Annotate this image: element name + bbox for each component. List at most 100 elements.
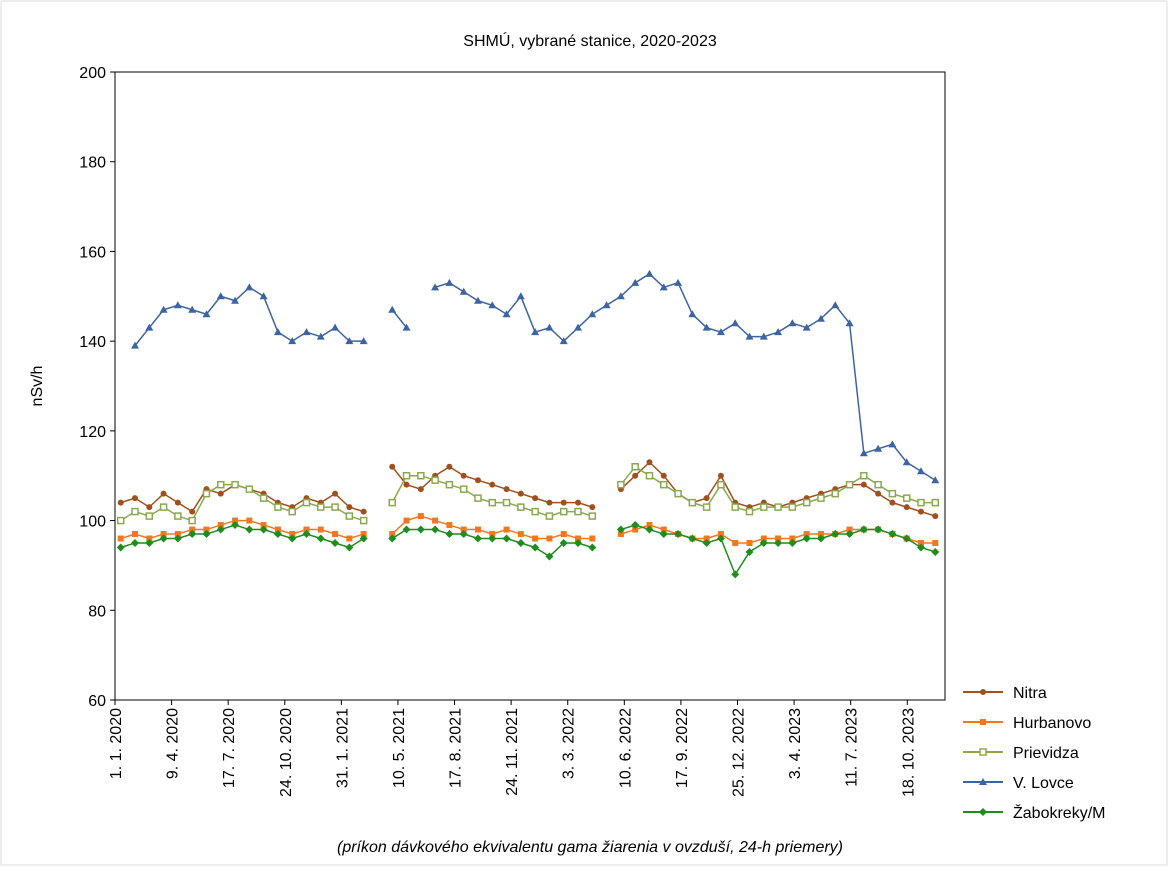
marker [703, 535, 710, 542]
marker [760, 503, 768, 511]
x-tick-label: 24. 11. 2021 [504, 708, 521, 796]
marker [546, 499, 553, 506]
marker [845, 319, 854, 327]
marker [560, 499, 567, 506]
marker [846, 526, 853, 533]
legend-label: Hurbanovo [1013, 715, 1091, 732]
marker [560, 531, 567, 538]
marker [559, 507, 568, 516]
marker [575, 535, 582, 542]
marker [159, 534, 168, 543]
marker [259, 292, 268, 300]
marker [173, 534, 182, 543]
marker [532, 495, 539, 502]
x-tick-label: 24. 10. 2020 [278, 708, 295, 797]
marker [802, 323, 811, 331]
x-axis-label: (príkon dávkového ekvivalentu gama žiare… [337, 839, 843, 856]
marker [931, 476, 940, 484]
legend-label: V. Lovce [1013, 775, 1074, 792]
marker [331, 539, 340, 547]
marker [503, 526, 510, 533]
y-tick-label: 140 [79, 334, 106, 351]
x-tick-label: 1. 1. 2020 [108, 708, 125, 779]
marker [245, 525, 254, 534]
marker [446, 463, 453, 470]
marker [916, 467, 925, 475]
marker [403, 517, 410, 524]
marker [631, 521, 640, 530]
x-tick-label: 31. 1. 2021 [334, 708, 351, 788]
marker [546, 535, 553, 542]
marker [775, 535, 782, 542]
marker [288, 534, 297, 543]
marker [132, 531, 139, 538]
marker [345, 337, 354, 345]
y-tick-label: 80 [88, 603, 106, 620]
marker [589, 535, 596, 542]
marker [660, 480, 668, 489]
marker [717, 480, 725, 489]
marker [160, 490, 167, 497]
marker [145, 512, 154, 520]
marker [359, 516, 368, 525]
marker [631, 462, 639, 471]
marker [588, 512, 597, 520]
marker [259, 494, 268, 502]
marker [359, 534, 368, 543]
marker [217, 522, 224, 529]
marker [516, 292, 525, 300]
chart-title: SHMÚ, vybrané stanice, 2020-2023 [463, 31, 717, 50]
marker [531, 507, 539, 516]
marker [574, 507, 582, 516]
marker [716, 534, 725, 543]
marker [289, 531, 296, 538]
marker [116, 516, 125, 525]
marker [917, 508, 924, 515]
x-tick-label: 3. 3. 2022 [561, 708, 578, 779]
marker [575, 499, 582, 506]
marker [674, 278, 683, 286]
x-tick-label: 10. 6. 2022 [617, 708, 634, 788]
marker [802, 498, 811, 507]
marker [402, 471, 411, 480]
marker [203, 526, 210, 533]
marker [459, 485, 468, 493]
x-tick-label: 25. 12. 2022 [731, 708, 748, 797]
marker [916, 543, 925, 552]
marker [489, 531, 496, 538]
marker [174, 512, 182, 520]
x-tick-label: 18. 10. 2023 [900, 708, 917, 797]
marker [431, 525, 440, 534]
marker [979, 808, 987, 816]
marker [174, 531, 181, 538]
marker [316, 332, 325, 340]
marker [388, 534, 397, 543]
marker [903, 504, 910, 511]
marker [645, 269, 654, 277]
marker [980, 689, 986, 695]
marker [273, 530, 282, 539]
marker [232, 517, 239, 524]
marker [473, 534, 482, 543]
marker [302, 498, 311, 507]
marker [979, 778, 987, 785]
marker [716, 328, 725, 336]
marker [503, 486, 510, 493]
marker [188, 530, 197, 539]
marker [732, 540, 739, 546]
marker [759, 332, 768, 340]
marker [303, 526, 310, 533]
marker [217, 490, 224, 497]
marker [117, 535, 124, 542]
marker [746, 540, 753, 546]
marker [416, 525, 425, 534]
marker [432, 517, 439, 524]
marker [803, 531, 810, 538]
marker [446, 522, 453, 529]
marker [674, 489, 682, 498]
marker [488, 498, 497, 507]
marker [431, 283, 440, 291]
marker [702, 323, 711, 331]
marker [131, 507, 139, 516]
marker [731, 319, 740, 327]
